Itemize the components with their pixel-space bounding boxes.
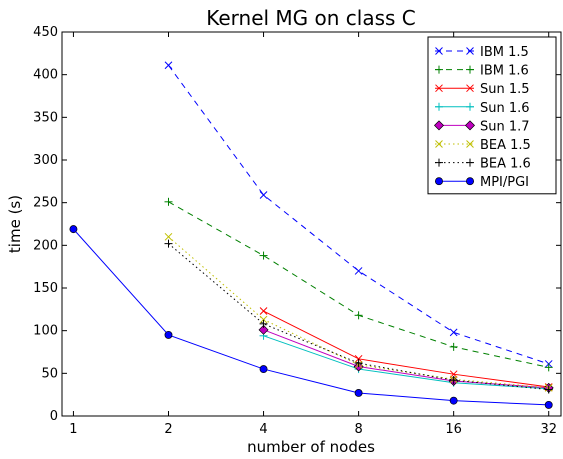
- series-line: [263, 329, 549, 389]
- data-point: [435, 47, 443, 55]
- series-ibm-1-6: [164, 197, 553, 372]
- legend-label: Sun 1.7: [480, 119, 530, 134]
- x-tick-label: 2: [164, 422, 172, 437]
- series-bea-1-6: [164, 239, 553, 394]
- data-point: [164, 232, 173, 241]
- data-point: [544, 385, 553, 394]
- data-point: [259, 365, 268, 374]
- data-point: [466, 158, 474, 167]
- data-point: [434, 120, 444, 131]
- legend-box: [427, 36, 557, 195]
- y-tick-label: 0: [50, 409, 58, 424]
- y-tick-label: 350: [33, 110, 58, 125]
- x-tick-label: 32: [540, 422, 557, 437]
- data-point: [259, 251, 268, 260]
- data-point: [435, 177, 443, 186]
- data-point: [435, 140, 443, 148]
- legend-label: Sun 1.5: [480, 82, 530, 97]
- legend-label: MPI/PGI: [480, 175, 529, 190]
- data-point: [164, 61, 173, 70]
- y-tick-label: 250: [33, 196, 58, 211]
- data-point: [164, 330, 173, 339]
- data-point: [466, 102, 474, 111]
- series-ibm-1-5: [164, 61, 553, 368]
- legend-label: IBM 1.6: [480, 64, 529, 79]
- y-tick-label: 50: [41, 366, 58, 381]
- data-point: [69, 225, 78, 234]
- data-point: [259, 315, 268, 324]
- data-point: [354, 359, 363, 368]
- data-point: [544, 363, 553, 372]
- data-point: [449, 376, 458, 385]
- series-line: [263, 310, 549, 388]
- legend-label: IBM 1.5: [480, 45, 529, 60]
- data-point: [465, 120, 475, 131]
- data-point: [354, 267, 363, 275]
- data-point: [449, 342, 458, 351]
- y-tick-label: 300: [33, 153, 58, 168]
- x-axis-label: number of nodes: [247, 438, 375, 456]
- data-point: [466, 140, 474, 148]
- legend-entry: Sun 1.7: [434, 119, 530, 134]
- data-point: [354, 354, 363, 363]
- x-tick-label: 1: [69, 422, 77, 437]
- data-point: [544, 400, 553, 409]
- y-tick-label: 400: [33, 68, 58, 83]
- data-point: [354, 389, 363, 397]
- y-tick-label: 200: [33, 238, 58, 253]
- legend-entry: IBM 1.5: [435, 45, 529, 60]
- data-point: [466, 84, 474, 93]
- data-point: [259, 319, 268, 328]
- data-point: [259, 307, 268, 315]
- legend: IBM 1.5 IBM 1.6 Sun 1.5 Sun 1.6 Sun 1.7 BEA 1…: [427, 36, 557, 195]
- y-tick-label: 100: [33, 324, 58, 339]
- y-tick-label: 450: [33, 25, 58, 40]
- data-point: [258, 324, 269, 335]
- legend-entry: Sun 1.5: [435, 82, 530, 97]
- chart-title: Kernel MG on class C: [206, 6, 416, 30]
- data-point: [354, 311, 363, 320]
- y-tick-label: 150: [33, 281, 58, 296]
- legend-entry: BEA 1.5: [435, 138, 531, 153]
- data-point: [435, 84, 443, 93]
- legend-entry: Sun 1.6: [435, 101, 530, 116]
- series-layer: [69, 61, 554, 409]
- data-point: [449, 328, 458, 337]
- data-point: [259, 191, 268, 199]
- data-point: [466, 65, 474, 74]
- y-axis-label: time (s): [6, 195, 24, 253]
- data-point: [164, 197, 173, 206]
- legend-entry: BEA 1.6: [435, 157, 531, 172]
- legend-label: BEA 1.6: [480, 157, 531, 172]
- data-point: [435, 102, 443, 111]
- axis-ticks: 0 50 100 150 200 250 300 350 400 450 1 2 4 8 16 32: [33, 25, 561, 437]
- data-point: [435, 65, 443, 74]
- legend-label: BEA 1.5: [480, 138, 531, 153]
- data-point: [435, 158, 443, 167]
- series-line: [168, 243, 549, 391]
- legend-entry: MPI/PGI: [435, 175, 529, 190]
- data-point: [466, 177, 474, 186]
- data-point: [164, 239, 173, 248]
- series-mpi-pgi: [69, 225, 553, 409]
- data-point: [449, 396, 458, 405]
- x-tick-label: 8: [354, 422, 362, 437]
- data-point: [466, 47, 474, 55]
- legend-entry: IBM 1.6: [435, 64, 529, 79]
- series-line: [73, 228, 549, 406]
- series-line: [263, 335, 549, 390]
- legend-label: Sun 1.6: [480, 101, 530, 116]
- series-line: [168, 64, 549, 365]
- x-tick-label: 4: [259, 422, 267, 437]
- x-tick-label: 16: [445, 422, 462, 437]
